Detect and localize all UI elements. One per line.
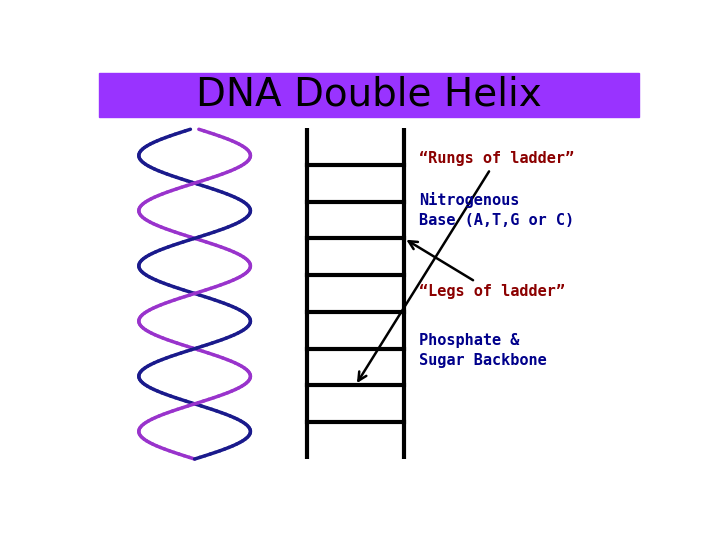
Text: “Rungs of ladder”: “Rungs of ladder” [359,151,575,381]
FancyBboxPatch shape [99,72,639,117]
Text: “Legs of ladder”: “Legs of ladder” [409,241,565,300]
Text: Nitrogenous
Base (A,T,G or C): Nitrogenous Base (A,T,G or C) [419,192,575,228]
Text: DNA Double Helix: DNA Double Helix [196,76,542,114]
Text: Phosphate &
Sugar Backbone: Phosphate & Sugar Backbone [419,333,547,368]
